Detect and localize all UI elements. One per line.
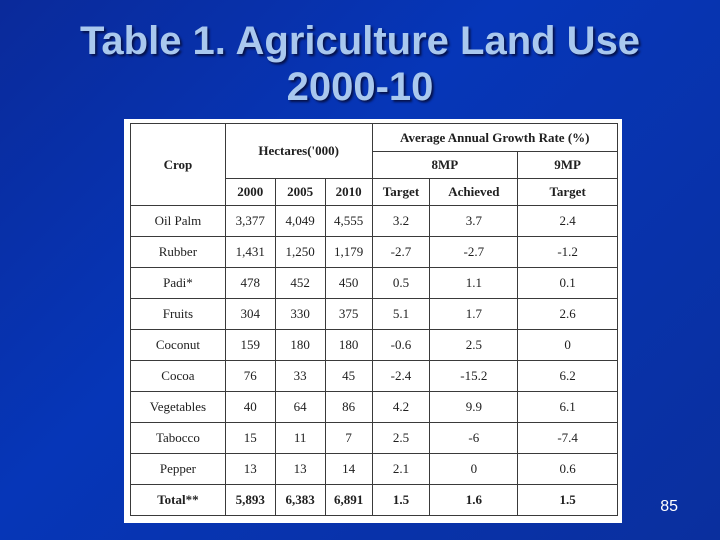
table-cell-target8: -2.4: [371, 360, 431, 392]
table-cell-y2005: 64: [274, 391, 326, 423]
table-cell-target9: -1.2: [517, 236, 618, 268]
table-cell-crop: Pepper: [130, 453, 226, 485]
table-row: Pepper 13 13 14 2.1 0 0.6: [130, 453, 618, 485]
table-cell-y2005: 11: [274, 422, 326, 454]
table-cell-crop: Padi*: [130, 267, 226, 299]
table-cell-y2000: 15: [224, 422, 276, 454]
table-cell-y2000: 304: [224, 298, 276, 330]
header-target-8mp: Target: [371, 178, 431, 206]
land-use-table: Crop Hectares('000) Average Annual Growt…: [130, 123, 619, 516]
table-cell-y2005: 1,250: [274, 236, 326, 268]
slide-title-line-1: Table 1. Agriculture Land Use: [79, 19, 641, 63]
header-target-9mp: Target: [517, 178, 618, 206]
table-cell-target8: -2.7: [371, 236, 431, 268]
table-row: Oil Palm 3,377 4,049 4,555 3.2 3.7 2.4: [130, 205, 618, 237]
table-cell-target8: 1.5: [371, 484, 431, 516]
table-cell-y2010: 6,891: [324, 484, 373, 516]
table-cell-achieved: 2.5: [429, 329, 519, 361]
table-cell-y2010: 7: [324, 422, 373, 454]
table-cell-y2000: 159: [224, 329, 276, 361]
table-cell-target9: 0: [517, 329, 618, 361]
table-cell-target8: 4.2: [371, 391, 431, 423]
table-cell-target8: -0.6: [371, 329, 431, 361]
table-cell-y2005: 452: [274, 267, 326, 299]
table-cell-y2010: 1,179: [324, 236, 373, 268]
table-cell-achieved: 1.6: [429, 484, 519, 516]
table-cell-crop: Cocoa: [130, 360, 226, 392]
table-cell-achieved: -6: [429, 422, 519, 454]
table-cell-crop: Rubber: [130, 236, 226, 268]
table-cell-target8: 2.5: [371, 422, 431, 454]
table-row: Tabocco 15 11 7 2.5 -6 -7.4: [130, 422, 618, 454]
table-cell-y2005: 33: [274, 360, 326, 392]
table-cell-achieved: -2.7: [429, 236, 519, 268]
table-cell-crop: Tabocco: [130, 422, 226, 454]
table-cell-crop: Fruits: [130, 298, 226, 330]
table-cell-y2010: 45: [324, 360, 373, 392]
table-cell-crop: Coconut: [130, 329, 226, 361]
table-cell-achieved: 9.9: [429, 391, 519, 423]
table-cell-achieved: 0: [429, 453, 519, 485]
table-cell-y2000: 1,431: [224, 236, 276, 268]
table-cell-target9: 0.1: [517, 267, 618, 299]
table-cell-target9: 2.4: [517, 205, 618, 237]
table-cell-target9: -7.4: [517, 422, 618, 454]
table-cell-achieved: 1.1: [429, 267, 519, 299]
table-cell-achieved: 3.7: [429, 205, 519, 237]
header-9mp: 9MP: [517, 151, 618, 179]
table-row: Fruits 304 330 375 5.1 1.7 2.6: [130, 298, 618, 330]
table-cell-achieved: 1.7: [429, 298, 519, 330]
table-cell-y2005: 330: [274, 298, 326, 330]
table-cell-y2000: 76: [224, 360, 276, 392]
table-cell-y2000: 3,377: [224, 205, 276, 237]
table-cell-target9: 0.6: [517, 453, 618, 485]
header-crop: Crop: [130, 123, 226, 206]
table-cell-y2010: 375: [324, 298, 373, 330]
table-cell-target8: 0.5: [371, 267, 431, 299]
table-body: Oil Palm 3,377 4,049 4,555 3.2 3.7 2.4 Rubber 1,…: [130, 205, 618, 516]
table-cell-crop: Oil Palm: [130, 205, 226, 237]
table-cell-y2005: 6,383: [274, 484, 326, 516]
table-cell-y2005: 13: [274, 453, 326, 485]
table-cell-y2010: 86: [324, 391, 373, 423]
table-cell-y2010: 4,555: [324, 205, 373, 237]
table-cell-target8: 5.1: [371, 298, 431, 330]
table-cell-achieved: -15.2: [429, 360, 519, 392]
table-cell-y2000: 40: [224, 391, 276, 423]
table-image: Crop Hectares('000) Average Annual Growt…: [124, 119, 622, 523]
table-cell-y2010: 180: [324, 329, 373, 361]
table-cell-crop: Vegetables: [130, 391, 226, 423]
table-cell-y2000: 478: [224, 267, 276, 299]
table-row: Vegetables 40 64 86 4.2 9.9 6.1: [130, 391, 618, 423]
table-cell-y2005: 180: [274, 329, 326, 361]
header-8mp: 8MP: [371, 151, 519, 179]
header-2005: 2005: [274, 178, 326, 206]
table-row: Coconut 159 180 180 -0.6 2.5 0: [130, 329, 618, 361]
table-row: Rubber 1,431 1,250 1,179 -2.7 -2.7 -1.2: [130, 236, 618, 268]
table-cell-target9: 6.1: [517, 391, 618, 423]
table-cell-target8: 3.2: [371, 205, 431, 237]
table-cell-crop: Total**: [130, 484, 226, 516]
table-row: Total** 5,893 6,383 6,891 1.5 1.6 1.5: [130, 484, 618, 516]
table-row: Cocoa 76 33 45 -2.4 -15.2 6.2: [130, 360, 618, 392]
header-2000: 2000: [224, 178, 276, 206]
table-cell-target9: 6.2: [517, 360, 618, 392]
table-cell-y2010: 450: [324, 267, 373, 299]
header-achieved: Achieved: [429, 178, 519, 206]
table-cell-y2000: 5,893: [224, 484, 276, 516]
header-growth-rate: Average Annual Growth Rate (%): [371, 123, 619, 152]
slide-title: Table 1. Agriculture Land Use 2000-10: [0, 18, 720, 110]
table-cell-y2010: 14: [324, 453, 373, 485]
table-cell-target9: 2.6: [517, 298, 618, 330]
table-cell-y2005: 4,049: [274, 205, 326, 237]
slide-title-line-2: 2000-10: [286, 65, 434, 109]
table-cell-y2000: 13: [224, 453, 276, 485]
header-hectares: Hectares('000): [224, 123, 373, 179]
table-cell-target9: 1.5: [517, 484, 618, 516]
table-row: Padi* 478 452 450 0.5 1.1 0.1: [130, 267, 618, 299]
table-cell-target8: 2.1: [371, 453, 431, 485]
page-number: 85: [660, 498, 678, 515]
header-2010: 2010: [324, 178, 373, 206]
